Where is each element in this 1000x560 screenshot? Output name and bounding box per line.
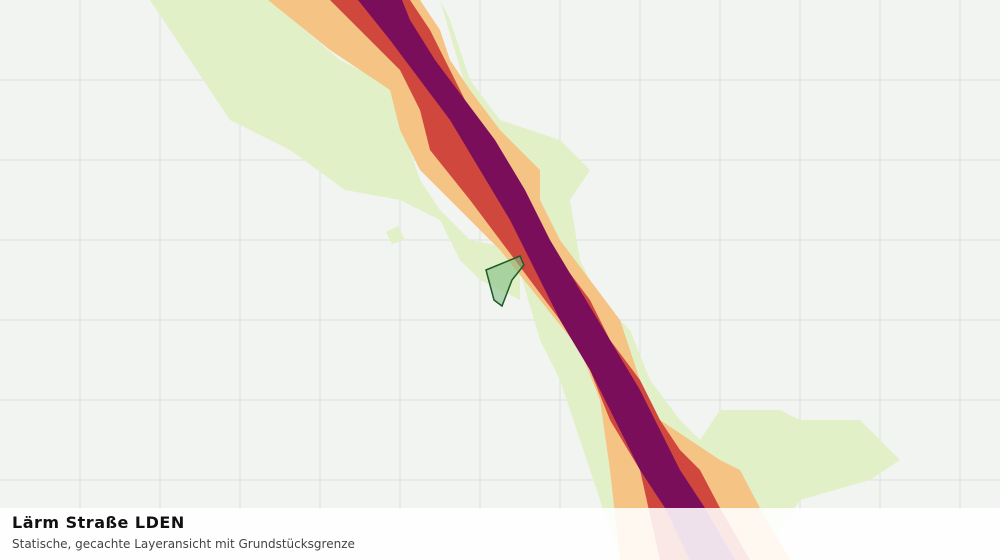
map-subtitle: Statische, gecachte Layeransicht mit Gru… [12,537,355,551]
noise-zone-very-high [358,0,735,560]
parcel-boundary [485,255,525,308]
noise-layer [150,0,900,560]
noise-zone-low [440,0,900,560]
noise-zone-low [150,0,520,300]
map-title: Lärm Straße LDEN [12,513,185,532]
caption-panel [0,508,1000,560]
noise-zone-low [386,226,405,244]
